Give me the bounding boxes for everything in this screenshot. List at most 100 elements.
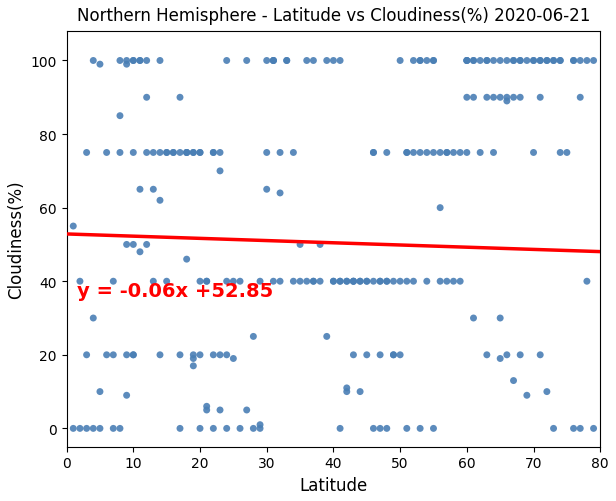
Point [309, 57, 318, 65]
Point [128, 351, 138, 359]
Point [515, 351, 525, 359]
Point [482, 57, 492, 65]
Point [375, 424, 385, 432]
Point [402, 424, 411, 432]
Point [342, 278, 352, 286]
Point [575, 424, 585, 432]
Point [509, 377, 519, 385]
Point [502, 57, 512, 65]
Point [142, 57, 152, 65]
Point [495, 355, 505, 363]
Point [382, 278, 392, 286]
Point [515, 94, 525, 102]
Point [195, 424, 205, 432]
Point [562, 149, 572, 157]
Point [488, 94, 498, 102]
Point [188, 351, 198, 359]
Point [182, 149, 192, 157]
Point [368, 278, 378, 286]
Point [122, 241, 132, 249]
Point [389, 351, 399, 359]
Point [349, 278, 359, 286]
Point [335, 278, 345, 286]
Point [142, 241, 152, 249]
Point [68, 424, 78, 432]
Point [589, 57, 599, 65]
Point [115, 424, 125, 432]
Point [509, 57, 519, 65]
Point [436, 204, 445, 212]
Point [542, 388, 552, 396]
Point [462, 57, 472, 65]
Point [135, 57, 145, 65]
Point [195, 351, 205, 359]
Point [229, 355, 238, 363]
Point [368, 149, 378, 157]
Point [569, 424, 578, 432]
Point [382, 149, 392, 157]
Point [542, 57, 552, 65]
Point [455, 149, 465, 157]
Point [68, 222, 78, 230]
Point [115, 112, 125, 120]
Point [295, 241, 305, 249]
Point [415, 424, 425, 432]
Point [415, 149, 425, 157]
Point [88, 57, 98, 65]
Title: Northern Hemisphere - Latitude vs Cloudiness(%) 2020-06-21: Northern Hemisphere - Latitude vs Cloudi… [77, 7, 590, 25]
Point [128, 57, 138, 65]
Point [535, 94, 545, 102]
Point [575, 57, 585, 65]
Point [168, 149, 178, 157]
Point [135, 186, 145, 194]
Point [355, 388, 365, 396]
Point [302, 57, 312, 65]
Point [402, 278, 411, 286]
Point [175, 351, 185, 359]
Point [269, 278, 278, 286]
Point [222, 278, 232, 286]
Point [215, 351, 225, 359]
Point [202, 278, 212, 286]
Point [162, 278, 172, 286]
Point [575, 94, 585, 102]
Point [162, 149, 172, 157]
Point [241, 57, 251, 65]
Point [549, 57, 559, 65]
Point [408, 278, 418, 286]
Point [155, 57, 165, 65]
Point [395, 57, 405, 65]
Point [515, 57, 525, 65]
Point [128, 149, 138, 157]
Point [128, 351, 138, 359]
Point [88, 424, 98, 432]
Point [162, 149, 172, 157]
Point [248, 333, 258, 341]
Point [148, 278, 158, 286]
Point [469, 57, 479, 65]
Point [462, 94, 472, 102]
Point [529, 149, 538, 157]
Point [436, 149, 445, 157]
Point [88, 314, 98, 322]
Point [502, 94, 512, 102]
Point [188, 149, 198, 157]
Point [95, 61, 105, 69]
Point [328, 57, 338, 65]
Point [222, 424, 232, 432]
Point [436, 278, 445, 286]
Point [202, 402, 212, 410]
Point [195, 149, 205, 157]
Point [235, 278, 245, 286]
Point [142, 149, 152, 157]
Point [429, 149, 439, 157]
Point [182, 149, 192, 157]
Point [422, 149, 432, 157]
Point [168, 149, 178, 157]
Point [122, 391, 132, 399]
Point [509, 94, 519, 102]
Point [288, 149, 298, 157]
Point [229, 278, 238, 286]
Point [382, 278, 392, 286]
Y-axis label: Cloudiness(%): Cloudiness(%) [7, 180, 25, 299]
